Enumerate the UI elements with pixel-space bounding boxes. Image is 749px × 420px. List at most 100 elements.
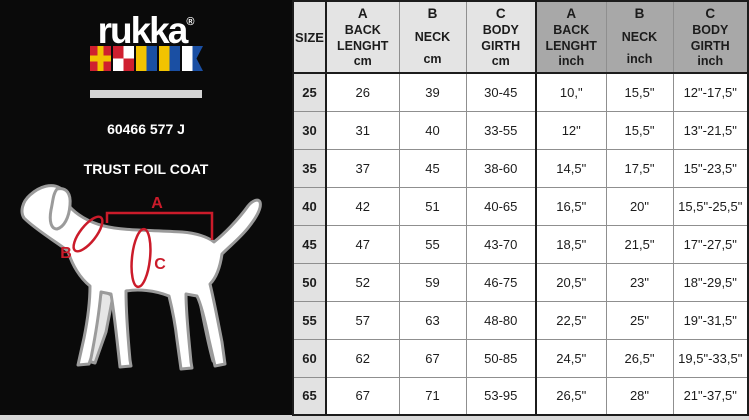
neck-cm-cell: 67: [398, 338, 467, 378]
header-body-girth-cm: C BODY GIRTH cm: [465, 0, 537, 74]
kilo-flag-icon: [158, 46, 180, 71]
header-neck-inch: B NECK inch: [605, 0, 674, 74]
girth-inch-cell: 21"-37,5": [672, 376, 749, 416]
header-size: SIZE: [292, 0, 327, 74]
girth-cm-cell: 46-75: [465, 262, 537, 302]
size-cell: 50: [292, 262, 327, 302]
neck-cm-cell: 40: [398, 110, 467, 150]
neck-girth-ellipse: [72, 215, 104, 253]
size-cell: 65: [292, 376, 327, 416]
back-inch-cell: 16,5": [535, 186, 607, 226]
back-cm-cell: 26: [325, 72, 400, 112]
back-inch-cell: 12": [535, 110, 607, 150]
product-name: TRUST FOIL COAT: [83, 161, 209, 177]
neck-inch-cell: 21,5": [605, 224, 674, 264]
girth-inch-cell: 17"-27,5": [672, 224, 749, 264]
neck-cm-cell: 55: [398, 224, 467, 264]
girth-cm-cell: 40-65: [465, 186, 537, 226]
marker-b-label: B: [60, 245, 72, 262]
girth-cm-cell: 38-60: [465, 148, 537, 188]
registered-trademark-icon: ®: [186, 16, 195, 28]
marker-a-label: A: [151, 195, 163, 212]
header-row: SIZE A BACK LENGHT cm B NECK cm: [292, 0, 749, 74]
brand-logo-text: rukka: [97, 10, 189, 51]
brand-logo: rukka®: [0, 12, 292, 49]
girth-inch-cell: 15"-23,5": [672, 148, 749, 188]
back-inch-cell: 26,5": [535, 376, 607, 416]
size-cell: 35: [292, 148, 327, 188]
girth-cm-cell: 30-45: [465, 72, 537, 112]
header-back-length-cm: A BACK LENGHT cm: [325, 0, 400, 74]
size-table: SIZE A BACK LENGHT cm B NECK cm: [292, 0, 749, 416]
neck-cm-cell: 51: [398, 186, 467, 226]
neck-inch-cell: 20": [605, 186, 674, 226]
girth-inch-cell: 15,5"-25,5": [672, 186, 749, 226]
girth-cm-cell: 48-80: [465, 300, 537, 340]
neck-cm-cell: 39: [398, 72, 467, 112]
back-inch-cell: 22,5": [535, 300, 607, 340]
size-table-panel: SIZE A BACK LENGHT cm B NECK cm: [292, 0, 749, 416]
back-length-bracket: [105, 211, 214, 240]
girth-inch-cell: 13"-21,5": [672, 110, 749, 150]
table-row: 45 47 55 43-70 18,5" 21,5" 17"-27,5": [292, 224, 749, 264]
table-row: 40 42 51 40-65 16,5" 20" 15,5"-25,5": [292, 186, 749, 226]
header-body-girth-inch: C BODY GIRTH inch: [672, 0, 749, 74]
table-row: 30 31 40 33-55 12" 15,5" 13"-21,5": [292, 110, 749, 150]
table-row: 65 67 71 53-95 26,5" 28" 21"-37,5": [292, 376, 749, 416]
girth-inch-cell: 19,5"-33,5": [672, 338, 749, 378]
girth-cm-cell: 50-85: [465, 338, 537, 378]
neck-cm-cell: 45: [398, 148, 467, 188]
back-inch-cell: 14,5": [535, 148, 607, 188]
back-inch-cell: 24,5": [535, 338, 607, 378]
dog-measurement-diagram: A B C: [14, 182, 266, 401]
girth-inch-cell: 12"-17,5": [672, 72, 749, 112]
back-inch-cell: 20,5": [535, 262, 607, 302]
marker-c-label: C: [154, 256, 166, 273]
neck-cm-cell: 63: [398, 300, 467, 340]
back-cm-cell: 62: [325, 338, 400, 378]
table-row: 25 26 39 30-45 10," 15,5" 12"-17,5": [292, 72, 749, 112]
neck-inch-cell: 23": [605, 262, 674, 302]
table-row: 60 62 67 50-85 24,5" 26,5" 19,5"-33,5": [292, 338, 749, 378]
table-row: 50 52 59 46-75 20,5" 23" 18"-29,5": [292, 262, 749, 302]
girth-cm-cell: 33-55: [465, 110, 537, 150]
neck-inch-cell: 17,5": [605, 148, 674, 188]
table-row: 35 37 45 38-60 14,5" 17,5" 15"-23,5": [292, 148, 749, 188]
romeo-flag-icon: [89, 46, 111, 71]
alfa-flag-icon: [181, 46, 203, 71]
header-back-length-inch: A BACK LENGHT inch: [535, 0, 607, 74]
uniform-flag-icon: [112, 46, 134, 71]
neck-cm-cell: 59: [398, 262, 467, 302]
divider-bar: [90, 90, 202, 98]
back-cm-cell: 67: [325, 376, 400, 416]
back-cm-cell: 37: [325, 148, 400, 188]
neck-inch-cell: 15,5": [605, 110, 674, 150]
header-neck-cm: B NECK cm: [398, 0, 467, 74]
table-row: 55 57 63 48-80 22,5" 25" 19"-31,5": [292, 300, 749, 340]
neck-inch-cell: 28": [605, 376, 674, 416]
product-code: 60466 577 J: [107, 121, 185, 137]
neck-inch-cell: 25": [605, 300, 674, 340]
back-cm-cell: 31: [325, 110, 400, 150]
back-inch-cell: 10,": [535, 72, 607, 112]
size-cell: 30: [292, 110, 327, 150]
neck-inch-cell: 26,5": [605, 338, 674, 378]
body-girth-ellipse: [130, 227, 152, 289]
neck-cm-cell: 71: [398, 376, 467, 416]
back-inch-cell: 18,5": [535, 224, 607, 264]
girth-inch-cell: 19"-31,5": [672, 300, 749, 340]
neck-inch-cell: 15,5": [605, 72, 674, 112]
dog-silhouette: A B C: [20, 184, 262, 371]
back-cm-cell: 47: [325, 224, 400, 264]
back-cm-cell: 57: [325, 300, 400, 340]
size-cell: 45: [292, 224, 327, 264]
girth-cm-cell: 53-95: [465, 376, 537, 416]
kilo-flag-icon: [135, 46, 157, 71]
size-cell: 55: [292, 300, 327, 340]
brand-panel: rukka®: [0, 0, 292, 415]
size-cell: 40: [292, 186, 327, 226]
back-cm-cell: 52: [325, 262, 400, 302]
girth-inch-cell: 18"-29,5": [672, 262, 749, 302]
size-cell: 60: [292, 338, 327, 378]
back-cm-cell: 42: [325, 186, 400, 226]
